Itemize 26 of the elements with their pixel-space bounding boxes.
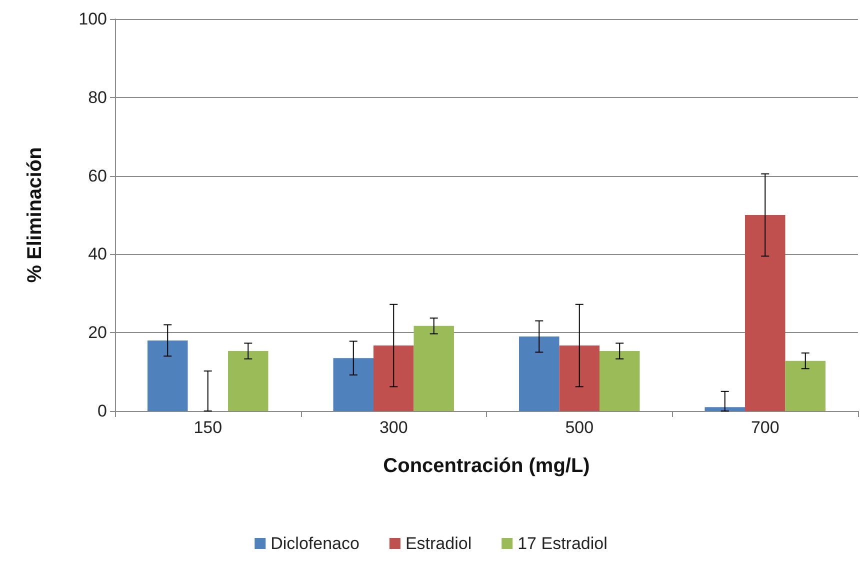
y-axis-title: % Eliminación — [24, 147, 46, 283]
x-tick-label: 700 — [750, 418, 780, 437]
bar — [374, 346, 414, 411]
x-axis-title: Concentración (mg/L) — [383, 455, 590, 477]
bar — [228, 351, 268, 411]
bar — [519, 336, 560, 411]
x-tick-label: 300 — [379, 418, 408, 437]
y-tick-label: 100 — [78, 10, 107, 28]
bar — [148, 340, 188, 411]
legend-label: Estradiol — [405, 534, 472, 553]
legend-label: Diclofenaco — [270, 534, 360, 553]
y-tick-label: 20 — [88, 323, 107, 342]
y-tick-label: 60 — [88, 166, 107, 186]
bar — [785, 360, 826, 411]
y-tick-label: 80 — [88, 88, 107, 107]
bar — [559, 346, 600, 411]
bar — [745, 215, 786, 411]
bar — [414, 326, 454, 411]
y-tick-label: 0 — [98, 402, 107, 420]
bar — [600, 351, 640, 411]
y-tick-label: 40 — [88, 244, 107, 264]
bar — [333, 358, 374, 411]
x-tick-label: 500 — [565, 418, 594, 437]
bar — [704, 407, 745, 411]
x-tick-label: 150 — [194, 418, 222, 437]
legend-label: 17 Estradiol — [518, 534, 608, 553]
